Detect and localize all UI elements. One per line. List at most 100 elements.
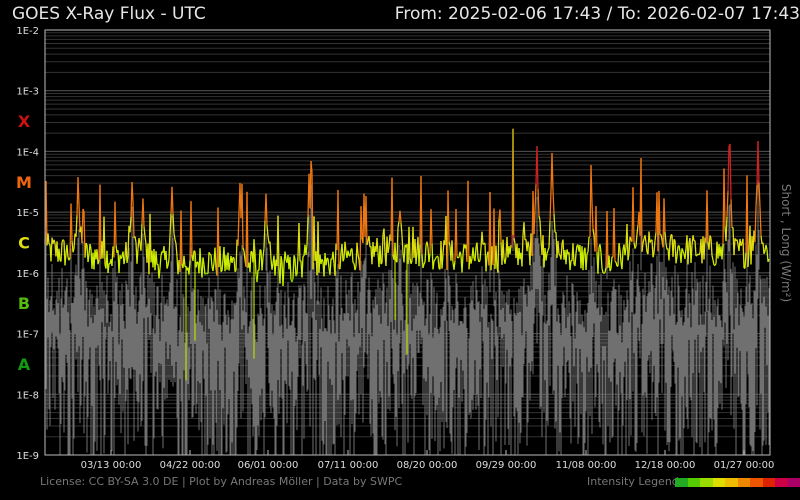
long-mark <box>548 221 551 248</box>
x-axis: 03/13 00:00 04/22 00:00 06/01 00:00 07/11 0… <box>81 450 775 471</box>
legend-swatch <box>737 478 750 487</box>
long-mark <box>547 247 550 251</box>
long-mark <box>136 248 139 264</box>
long-mark <box>337 189 340 269</box>
long-mark <box>401 235 404 254</box>
long-mark <box>533 210 536 235</box>
long-mark <box>84 242 87 258</box>
long-mark <box>709 235 712 239</box>
long-mark <box>485 255 488 272</box>
long-mark <box>664 231 667 244</box>
long-mark <box>203 264 206 275</box>
flare-class-B: B <box>18 294 30 313</box>
long-mark <box>603 271 606 274</box>
long-mark <box>289 256 292 280</box>
long-mark <box>68 257 71 261</box>
long-mark <box>246 191 249 268</box>
long-mark <box>140 223 143 251</box>
legend-swatch <box>712 478 725 487</box>
long-mark <box>674 240 677 264</box>
long-mark <box>293 255 296 259</box>
long-mark <box>710 238 713 256</box>
long-mark <box>219 246 222 272</box>
long-mark <box>455 208 458 257</box>
long-mark <box>284 251 287 260</box>
long-mark <box>434 257 437 261</box>
long-mark <box>727 146 730 191</box>
long-mark <box>759 207 762 236</box>
long-mark <box>134 236 137 243</box>
long-mark <box>708 235 711 250</box>
long-mark <box>467 180 470 270</box>
long-mark <box>192 250 195 262</box>
intensity-legend-label: Intensity Legend <box>587 475 679 488</box>
long-mark <box>523 222 526 241</box>
flare-class-M: M <box>16 173 32 192</box>
long-mark <box>729 143 732 200</box>
long-mark <box>279 256 282 284</box>
y-tick-label: 1E-8 <box>16 390 39 401</box>
long-mark <box>609 268 612 272</box>
long-mark <box>575 245 578 254</box>
long-mark <box>619 249 622 263</box>
long-mark <box>565 249 568 265</box>
long-mark <box>582 251 585 271</box>
long-mark <box>306 216 309 245</box>
long-mark <box>658 190 661 235</box>
long-mark <box>482 242 485 246</box>
long-mark <box>742 238 745 269</box>
long-mark <box>733 238 736 256</box>
flare-class-A: A <box>18 355 31 374</box>
y-axis: 1E-2 1E-3 1E-4 1E-5 1E-6 1E-7 1E-8 1E-9 <box>16 26 39 462</box>
long-mark <box>127 225 130 256</box>
long-mark <box>435 255 438 259</box>
long-mark <box>557 240 560 255</box>
long-mark <box>294 258 297 277</box>
long-mark <box>193 250 196 252</box>
long-mark <box>499 209 502 243</box>
long-mark <box>173 233 176 240</box>
long-mark <box>635 234 638 247</box>
date-range: From: 2025-02-06 17:43 / To: 2026-02-07 … <box>394 4 800 24</box>
x-tick-label: 12/18 00:00 <box>635 460 696 471</box>
long-mark <box>766 249 769 262</box>
intensity-legend-bar <box>675 478 800 487</box>
long-mark <box>242 247 245 252</box>
long-mark <box>50 237 53 262</box>
long-mark <box>132 201 135 238</box>
long-mark <box>711 255 714 261</box>
long-mark <box>569 260 572 271</box>
long-mark <box>301 256 304 278</box>
long-mark <box>592 228 595 236</box>
long-mark <box>259 248 262 251</box>
long-mark <box>403 244 406 263</box>
long-mark <box>282 265 285 287</box>
y-tick-label: 1E-3 <box>16 87 39 98</box>
long-mark <box>610 256 613 269</box>
long-mark <box>721 244 724 260</box>
long-mark <box>418 244 421 267</box>
long-mark <box>149 213 152 263</box>
long-mark <box>256 269 259 282</box>
x-tick-label: 01/27 00:00 <box>714 460 775 471</box>
long-mark <box>155 251 158 265</box>
long-mark <box>457 256 460 259</box>
long-mark <box>653 240 656 253</box>
long-mark <box>641 243 644 252</box>
long-mark <box>354 265 357 271</box>
long-mark <box>199 248 202 267</box>
long-mark <box>120 256 123 259</box>
long-mark <box>591 202 594 230</box>
long-mark <box>167 258 170 266</box>
long-mark <box>339 252 342 270</box>
long-mark <box>673 238 676 241</box>
long-mark <box>391 177 394 255</box>
long-mark <box>725 216 728 242</box>
long-mark <box>537 188 540 216</box>
long-mark <box>396 227 399 263</box>
long-mark <box>265 193 268 226</box>
long-mark <box>447 190 450 242</box>
long-mark <box>77 177 80 206</box>
x-tick-label: 06/01 00:00 <box>238 460 299 471</box>
long-mark <box>368 236 371 248</box>
